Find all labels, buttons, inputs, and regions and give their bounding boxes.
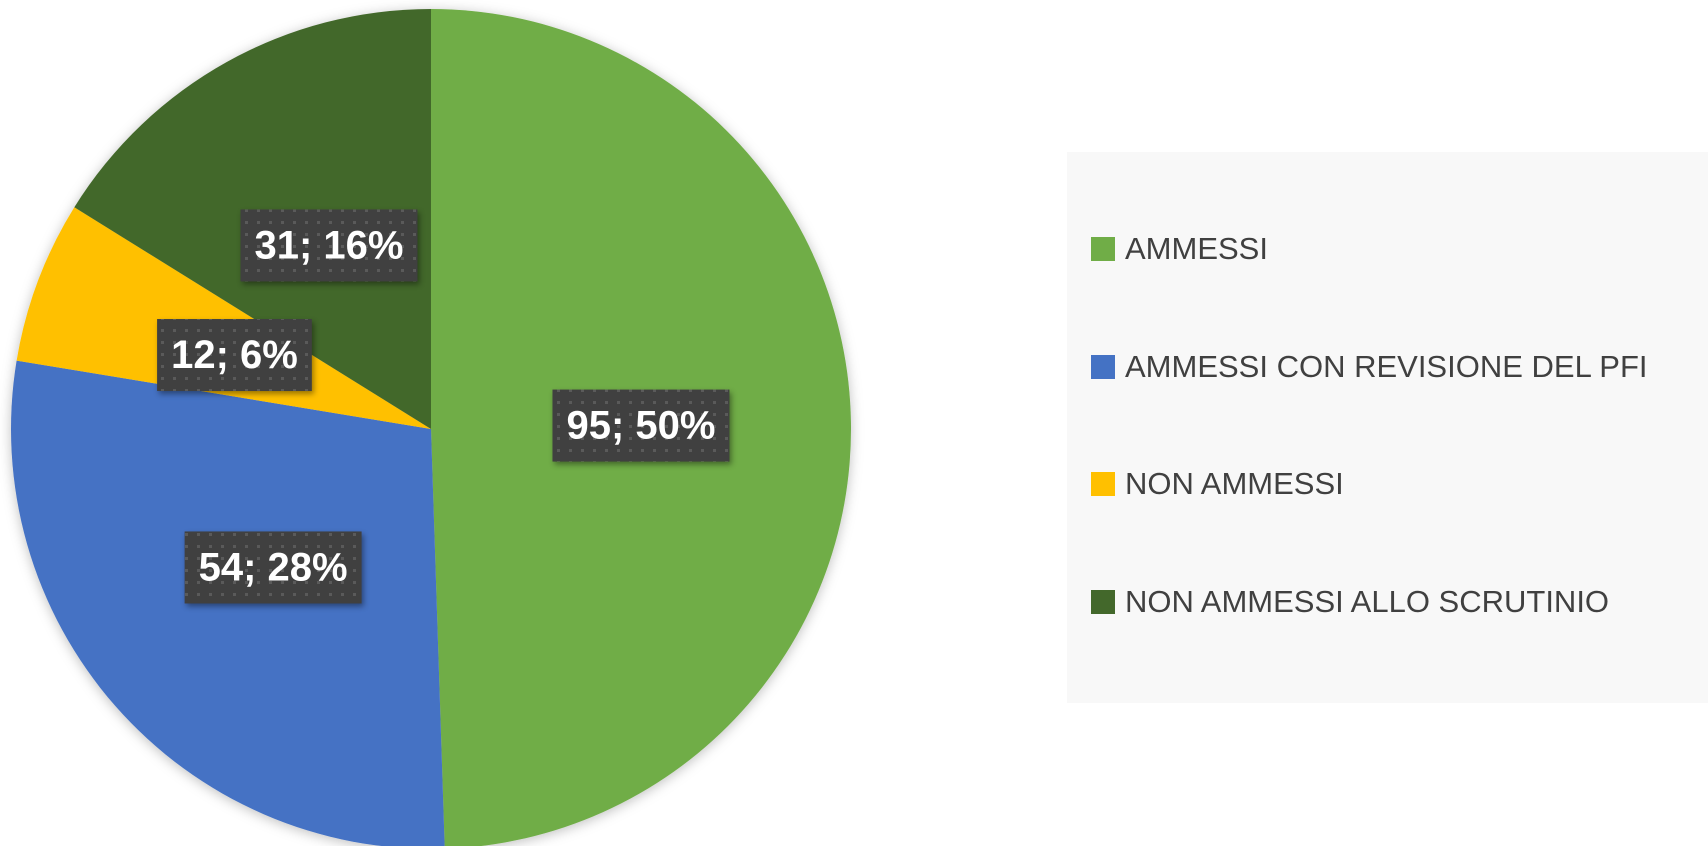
data-label-box <box>184 531 362 604</box>
data-label: 54; 28% <box>199 545 348 589</box>
pie-slice <box>16 207 431 429</box>
legend-label: AMMESSI CON REVISIONE DEL PFI <box>1125 348 1648 384</box>
data-label: 95; 50% <box>566 404 715 448</box>
legend-item: NON AMMESSI <box>1091 466 1708 505</box>
legend-label: NON AMMESSI ALLO SCRUTINIO <box>1125 584 1610 620</box>
legend-label: AMMESSI <box>1125 230 1268 266</box>
legend-item: AMMESSI <box>1091 231 1708 270</box>
legend: AMMESSI AMMESSI CON REVISIONE DEL PFI NON … <box>1067 152 1708 703</box>
legend-swatch <box>1091 236 1115 261</box>
data-label: 12; 6% <box>171 333 298 377</box>
legend-swatch <box>1091 472 1115 497</box>
data-label-box <box>157 319 312 392</box>
data-labels: 95; 50% 54; 28% 12; 6% 31; 16% <box>157 209 730 604</box>
data-label-box <box>552 389 730 462</box>
legend-swatch <box>1091 354 1115 379</box>
legend-item: NON AMMESSI ALLO SCRUTINIO <box>1091 584 1708 623</box>
chart: 95; 50% 54; 28% 12; 6% 31; 16% <box>11 9 851 846</box>
legend-item: AMMESSI CON REVISIONE DEL PFI <box>1091 349 1708 388</box>
data-label: 31; 16% <box>254 223 403 267</box>
legend-swatch <box>1091 590 1115 615</box>
legend-label: NON AMMESSI <box>1125 466 1344 502</box>
data-label-box <box>240 209 418 282</box>
